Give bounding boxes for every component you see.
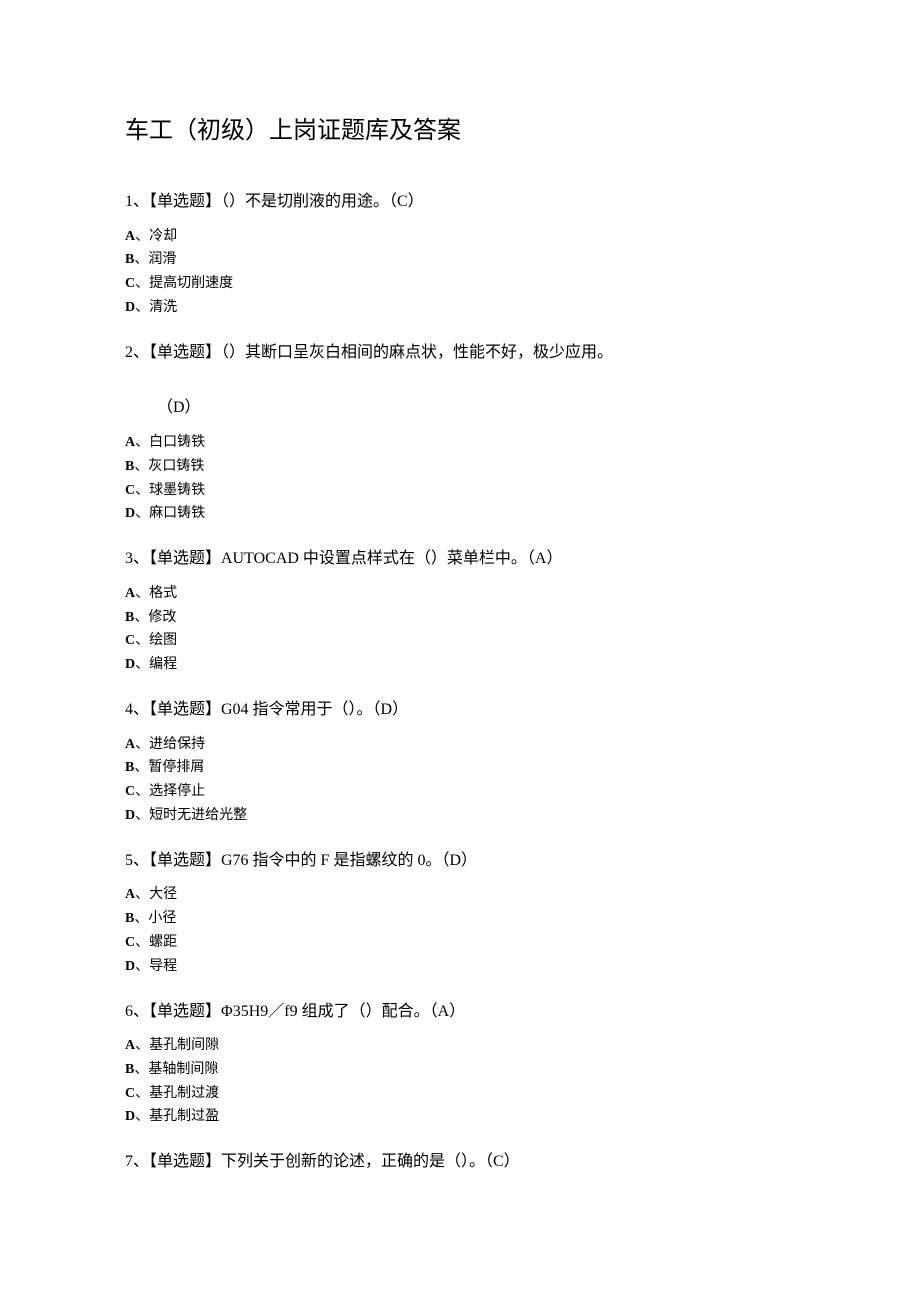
question-block: 2、【单选题】（）其断口呈灰白相间的麻点状，性能不好，极少应用。 （D） A、白口铸… (125, 340, 795, 526)
option-item: B、润滑 (125, 248, 795, 272)
option-letter: A (125, 737, 135, 752)
question-text: 3、【单选题】AUTOCAD 中设置点样式在（）菜单栏中。（A） (125, 546, 795, 572)
options-list: A、白口铸铁B、灰口铸铁C、球墨铸铁D、麻口铸铁 (125, 431, 795, 526)
questions-container: 1、【单选题】（）不是切削液的用途。（C）A、冷却B、润滑C、提高切削速度D、清… (125, 189, 795, 1175)
option-letter: C (125, 483, 135, 498)
question-block: 4、【单选题】G04 指令常用于（）。（D）A、进给保持B、暂停排屑C、选择停止… (125, 697, 795, 828)
option-text: 、基孔制过盈 (135, 1109, 219, 1124)
option-item: C、螺距 (125, 931, 795, 955)
option-item: D、短时无进给光整 (125, 804, 795, 828)
option-letter: C (125, 1086, 135, 1101)
option-letter: C (125, 276, 135, 291)
option-text: 、导程 (135, 959, 177, 974)
option-text: 、冷却 (135, 229, 177, 244)
option-letter: C (125, 935, 135, 950)
question-block: 7、【单选题】下列关于创新的论述，正确的是（）。（C） (125, 1149, 795, 1175)
option-item: A、白口铸铁 (125, 431, 795, 455)
option-item: B、暂停排屑 (125, 756, 795, 780)
question-text: 6、【单选题】Φ35H9／f9 组成了（）配合。（A） (125, 999, 795, 1025)
option-text: 、清洗 (135, 300, 177, 315)
option-letter: B (125, 459, 134, 474)
option-text: 、螺距 (135, 935, 177, 950)
option-item: A、基孔制间隙 (125, 1034, 795, 1058)
option-letter: D (125, 506, 135, 521)
option-letter: B (125, 911, 134, 926)
document-title: 车工（初级）上岗证题库及答案 (125, 110, 795, 145)
question-text: 7、【单选题】下列关于创新的论述，正确的是（）。（C） (125, 1149, 795, 1175)
option-letter: D (125, 300, 135, 315)
option-item: B、灰口铸铁 (125, 455, 795, 479)
question-block: 6、【单选题】Φ35H9／f9 组成了（）配合。（A）A、基孔制间隙B、基轴制间… (125, 999, 795, 1130)
option-text: 、麻口铸铁 (135, 506, 205, 521)
option-item: A、大径 (125, 883, 795, 907)
option-letter: C (125, 633, 135, 648)
option-item: C、球墨铸铁 (125, 479, 795, 503)
option-text: 、基孔制间隙 (135, 1038, 219, 1053)
option-item: B、基轴制间隙 (125, 1058, 795, 1082)
option-text: 、提高切削速度 (135, 276, 233, 291)
option-text: 、小径 (134, 911, 176, 926)
option-letter: D (125, 808, 135, 823)
option-letter: A (125, 887, 135, 902)
options-list: A、大径B、小径C、螺距D、导程 (125, 883, 795, 978)
option-text: 、编程 (135, 657, 177, 672)
option-item: C、提高切削速度 (125, 272, 795, 296)
option-letter: D (125, 1109, 135, 1124)
option-item: C、绘图 (125, 629, 795, 653)
option-letter: B (125, 252, 134, 267)
option-letter: A (125, 435, 135, 450)
option-text: 、绘图 (135, 633, 177, 648)
option-text: 、修改 (134, 610, 176, 625)
option-letter: B (125, 1062, 134, 1077)
option-item: B、修改 (125, 606, 795, 630)
option-letter: A (125, 1038, 135, 1053)
option-item: D、编程 (125, 653, 795, 677)
option-text: 、格式 (135, 586, 177, 601)
question-block: 3、【单选题】AUTOCAD 中设置点样式在（）菜单栏中。（A）A、格式B、修改… (125, 546, 795, 677)
option-text: 、球墨铸铁 (135, 483, 205, 498)
option-item: D、麻口铸铁 (125, 502, 795, 526)
options-list: A、进给保持B、暂停排屑C、选择停止D、短时无进给光整 (125, 733, 795, 828)
option-text: 、白口铸铁 (135, 435, 205, 450)
option-text: 、暂停排屑 (134, 760, 204, 775)
option-text: 、润滑 (134, 252, 176, 267)
option-text: 、短时无进给光整 (135, 808, 247, 823)
option-text: 、基轴制间隙 (134, 1062, 218, 1077)
option-item: B、小径 (125, 907, 795, 931)
options-list: A、格式B、修改C、绘图D、编程 (125, 582, 795, 677)
option-item: C、基孔制过渡 (125, 1082, 795, 1106)
option-text: 、大径 (135, 887, 177, 902)
option-letter: A (125, 229, 135, 244)
option-item: D、导程 (125, 955, 795, 979)
options-list: A、冷却B、润滑C、提高切削速度D、清洗 (125, 225, 795, 320)
option-text: 、进给保持 (135, 737, 205, 752)
question-block: 5、【单选题】G76 指令中的 F 是指螺纹的 0。（D）A、大径B、小径C、螺… (125, 848, 795, 979)
option-item: D、基孔制过盈 (125, 1105, 795, 1129)
question-answer-line: （D） (125, 395, 795, 421)
option-letter: D (125, 959, 135, 974)
question-text: 2、【单选题】（）其断口呈灰白相间的麻点状，性能不好，极少应用。 (125, 340, 795, 366)
option-text: 、灰口铸铁 (134, 459, 204, 474)
option-text: 、选择停止 (135, 784, 205, 799)
option-item: D、清洗 (125, 296, 795, 320)
option-letter: A (125, 586, 135, 601)
option-item: C、选择停止 (125, 780, 795, 804)
question-text: 4、【单选题】G04 指令常用于（）。（D） (125, 697, 795, 723)
question-block: 1、【单选题】（）不是切削液的用途。（C）A、冷却B、润滑C、提高切削速度D、清… (125, 189, 795, 320)
option-letter: C (125, 784, 135, 799)
question-text: 1、【单选题】（）不是切削液的用途。（C） (125, 189, 795, 215)
option-item: A、格式 (125, 582, 795, 606)
option-letter: B (125, 760, 134, 775)
options-list: A、基孔制间隙B、基轴制间隙C、基孔制过渡D、基孔制过盈 (125, 1034, 795, 1129)
option-letter: D (125, 657, 135, 672)
option-item: A、冷却 (125, 225, 795, 249)
option-letter: B (125, 610, 134, 625)
option-text: 、基孔制过渡 (135, 1086, 219, 1101)
option-item: A、进给保持 (125, 733, 795, 757)
question-text: 5、【单选题】G76 指令中的 F 是指螺纹的 0。（D） (125, 848, 795, 874)
